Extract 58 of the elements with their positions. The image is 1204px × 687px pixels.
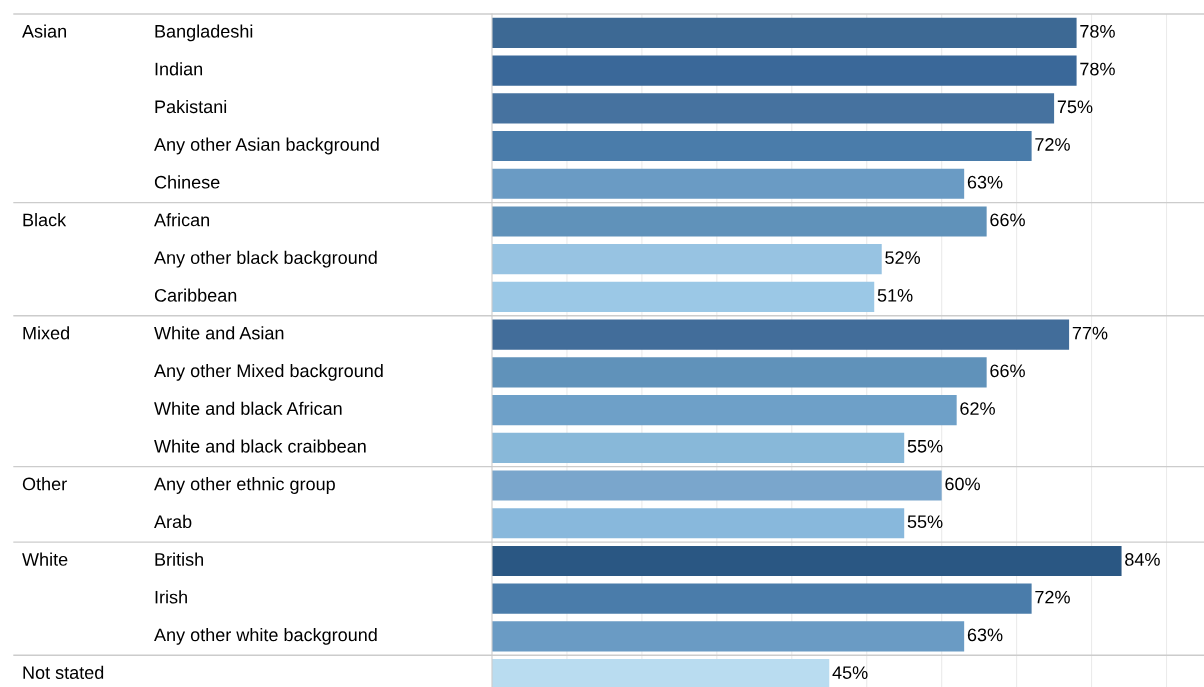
text: Not stated	[23, 665, 104, 679]
text: White	[22, 552, 68, 566]
y-tick-label: Bangladeshi	[155, 24, 253, 42]
bar	[492, 93, 1055, 124]
bar	[492, 545, 1122, 577]
data-label: 63%	[967, 628, 1003, 642]
data-label: 63%	[967, 175, 1003, 189]
text: Asian	[22, 24, 66, 38]
bar	[492, 281, 875, 313]
y-tick-label: Indian	[155, 62, 203, 76]
bar	[492, 130, 1032, 162]
data-label: 55%	[907, 439, 943, 453]
data-label: 72%	[1035, 138, 1070, 151]
data-label: 60%	[945, 477, 980, 491]
data-label: 45%	[832, 666, 868, 679]
data-label: 66%	[990, 364, 1025, 378]
y-tick-label: White and black African	[154, 401, 342, 415]
bar	[492, 168, 965, 199]
y-tick-label: Arab	[154, 514, 192, 529]
data-label: 77%	[1072, 326, 1108, 340]
data-label: 72%	[1035, 590, 1070, 604]
bar	[492, 583, 1032, 614]
y-tick-label: Any other Asian background	[154, 137, 379, 155]
data-label: 78%	[1080, 24, 1115, 38]
y-tick-label: Any other black background	[154, 250, 377, 268]
text: Other	[22, 477, 67, 491]
y-tick-label: Any other ethnic group	[154, 477, 335, 494]
bar	[492, 508, 905, 539]
y-tick-label: White and Asian	[154, 326, 284, 340]
y-tick-label: Any other Mixed background	[154, 363, 383, 381]
data-label: 52%	[885, 251, 920, 265]
data-label: 62%	[960, 402, 995, 415]
data-label: 78%	[1080, 62, 1115, 76]
text: Black	[23, 213, 67, 227]
data-label: 84%	[1125, 553, 1160, 566]
bar	[492, 394, 957, 426]
bar	[492, 17, 1077, 48]
y-tick-label: Chinese	[154, 175, 220, 189]
bar	[492, 55, 1077, 86]
y-tick-label: Any other white background	[154, 628, 377, 645]
y-tick-label: Pakistani	[155, 99, 227, 114]
bar	[492, 206, 987, 237]
text: Mixed	[23, 326, 69, 340]
bar	[492, 470, 942, 501]
bar	[492, 319, 1070, 350]
y-tick-label: Caribbean	[154, 288, 237, 302]
data-label: 55%	[907, 515, 943, 529]
bar	[492, 432, 905, 463]
bar	[492, 357, 987, 388]
y-tick-label: Irish	[155, 590, 187, 604]
data-label: 66%	[990, 213, 1025, 227]
data-label: 75%	[1057, 100, 1093, 114]
bar	[492, 244, 882, 275]
bar	[492, 621, 965, 652]
data-label: 51%	[877, 289, 913, 302]
y-tick-label: British	[155, 552, 203, 566]
y-tick-label: African	[154, 213, 210, 227]
y-tick-label: White and black craibbean	[154, 439, 366, 453]
